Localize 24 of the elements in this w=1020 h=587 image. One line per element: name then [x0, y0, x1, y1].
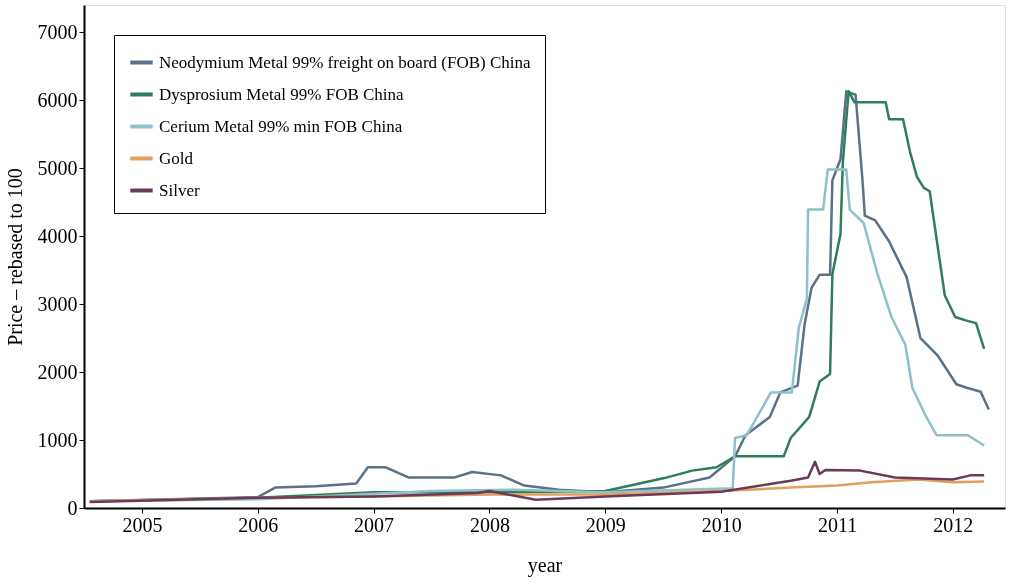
x-tick-label: 2011 [817, 513, 858, 536]
x-tick-label: 2010 [701, 513, 742, 536]
y-tick-label: 7000 [37, 20, 78, 43]
legend-label: Gold [159, 148, 194, 168]
y-tick-label: 5000 [37, 156, 78, 179]
x-tick-label: 2007 [354, 513, 395, 536]
y-tick-label: 4000 [37, 224, 78, 247]
x-tick-label: 2005 [122, 513, 163, 536]
legend-label: Neodymium Metal 99% freight on board (FOB) China [159, 52, 532, 72]
y-tick-label: 3000 [37, 292, 78, 315]
y-tick-label: 0 [67, 496, 78, 519]
y-tick-label: 1000 [37, 428, 78, 451]
x-tick-label: 2009 [585, 513, 626, 536]
x-tick-label: 2008 [469, 513, 510, 536]
x-tick-label: 2012 [933, 513, 974, 536]
y-tick-label: 6000 [37, 88, 78, 111]
line-series [88, 460, 986, 504]
y-axis-title: Price – rebased to 100 [3, 168, 26, 346]
legend-label: Silver [159, 180, 200, 200]
x-tick-label: 2006 [238, 513, 279, 536]
legend-label: Dysprosium Metal 99% FOB China [159, 84, 405, 104]
x-axis-title: year [527, 553, 563, 577]
y-tick-label: 2000 [37, 360, 78, 383]
legend-label: Cerium Metal 99% min FOB China [159, 116, 403, 136]
